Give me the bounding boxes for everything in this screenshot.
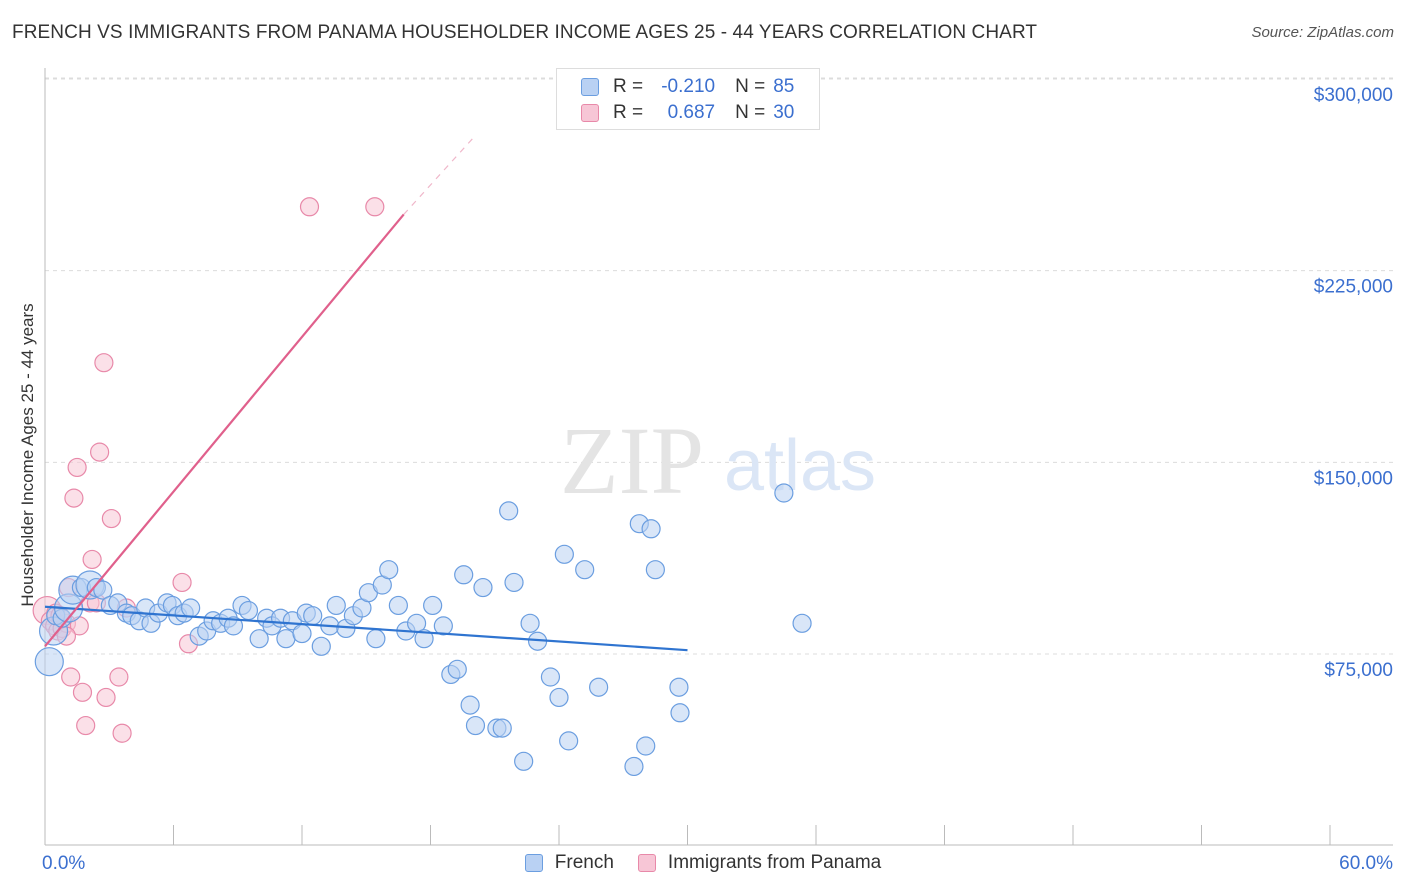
r-label: R = [613,76,644,97]
french-point [276,629,296,649]
french-point [514,751,534,771]
french-point [540,667,561,687]
n-value: 85 [773,76,795,97]
french-swatch [524,854,543,872]
y-tick-label: $225,000 [1314,277,1393,298]
panama-point [299,197,320,217]
watermark-zip: ZIP [560,407,704,514]
panama-swatch [637,854,656,872]
panama-point [172,572,192,593]
panama-point [101,508,121,529]
legend-item-panama[interactable]: Immigrants from Panama [637,852,882,874]
legend-label-panama: Immigrants from Panama [667,852,882,873]
panama-point [72,682,93,702]
french-point [589,677,609,697]
french-point [433,616,453,636]
french-point [465,715,486,736]
panama-point [109,667,129,687]
legend-item-french[interactable]: French [524,852,614,874]
french-point [423,595,443,616]
french-point [447,659,467,679]
french-point [414,629,434,649]
french-trend-line [44,605,688,652]
y-tick-label: $300,000 [1314,85,1393,106]
french-point [93,580,113,600]
french-point [223,616,244,636]
correlation-legend: R = -0.210 N = 85 R = 0.687 N = 30 [556,68,820,130]
x-tick-label: 0.0% [42,853,85,874]
y-tick-label: $150,000 [1314,468,1393,489]
n-label: N = [735,102,766,123]
french-point [624,756,644,777]
legend-row-french: R = -0.210 N = 85 [581,75,794,99]
y-tick-label: $75,000 [1324,660,1393,681]
french-point [292,623,312,644]
french-point [520,613,540,633]
r-value: 0.687 [667,102,716,123]
source-label: Source: ZipAtlas.com [1251,24,1394,41]
panama-trend-line [44,213,405,648]
french-point [303,606,323,626]
french-point [366,629,386,649]
panama-point [82,549,102,570]
french-point [669,677,689,697]
french-point [34,647,64,677]
french-point [792,613,812,633]
panama-point [112,723,132,743]
panama-point [61,667,81,687]
french-point [388,595,408,616]
axes [44,68,1393,846]
french-point [645,560,665,580]
french-point [492,718,512,738]
tick-labels: $75,000 $150,000 $225,000 $300,000 0.0% 60.0% [42,85,1393,874]
r-value: -0.210 [661,76,716,97]
panama-points [32,197,385,743]
french-point [554,544,574,564]
french-point [238,600,259,621]
series-legend: French Immigrants from Panama [0,852,1406,874]
french-point [473,577,493,598]
panama-point [64,488,84,508]
panama-point [76,715,96,736]
french-point [774,483,794,503]
gridlines [45,77,1393,655]
n-label: N = [735,76,766,97]
chart-title: FRENCH VS IMMIGRANTS FROM PANAMA HOUSEHO… [12,22,1038,43]
panama-point [67,457,87,478]
panama-point [96,687,116,708]
watermark-atlas: atlas [724,426,876,506]
french-point [326,595,346,616]
panama-point [90,442,110,462]
x-tick-label: 60.0% [1339,853,1393,874]
french-point [249,629,269,649]
french-point [641,519,661,539]
panama-point [94,353,114,373]
panama-swatch [581,104,599,122]
french-swatch [581,78,599,96]
legend-row-panama: R = 0.687 N = 30 [581,101,794,125]
french-point [499,501,519,521]
french-point [460,695,480,715]
n-value: 30 [773,102,795,123]
french-point [454,565,474,585]
french-point [181,598,201,618]
french-point [559,731,579,751]
french-point [636,736,656,756]
french-point [670,703,690,723]
trend-lines [44,137,688,652]
french-point [311,636,331,656]
panama-point [365,197,385,217]
french-point [549,687,569,708]
french-point [379,560,399,580]
french-point [504,572,524,593]
legend-label-french: French [554,852,614,873]
french-points [34,483,812,777]
r-label: R = [613,102,644,123]
french-point [575,560,595,580]
panama-trend-extension [403,137,474,215]
